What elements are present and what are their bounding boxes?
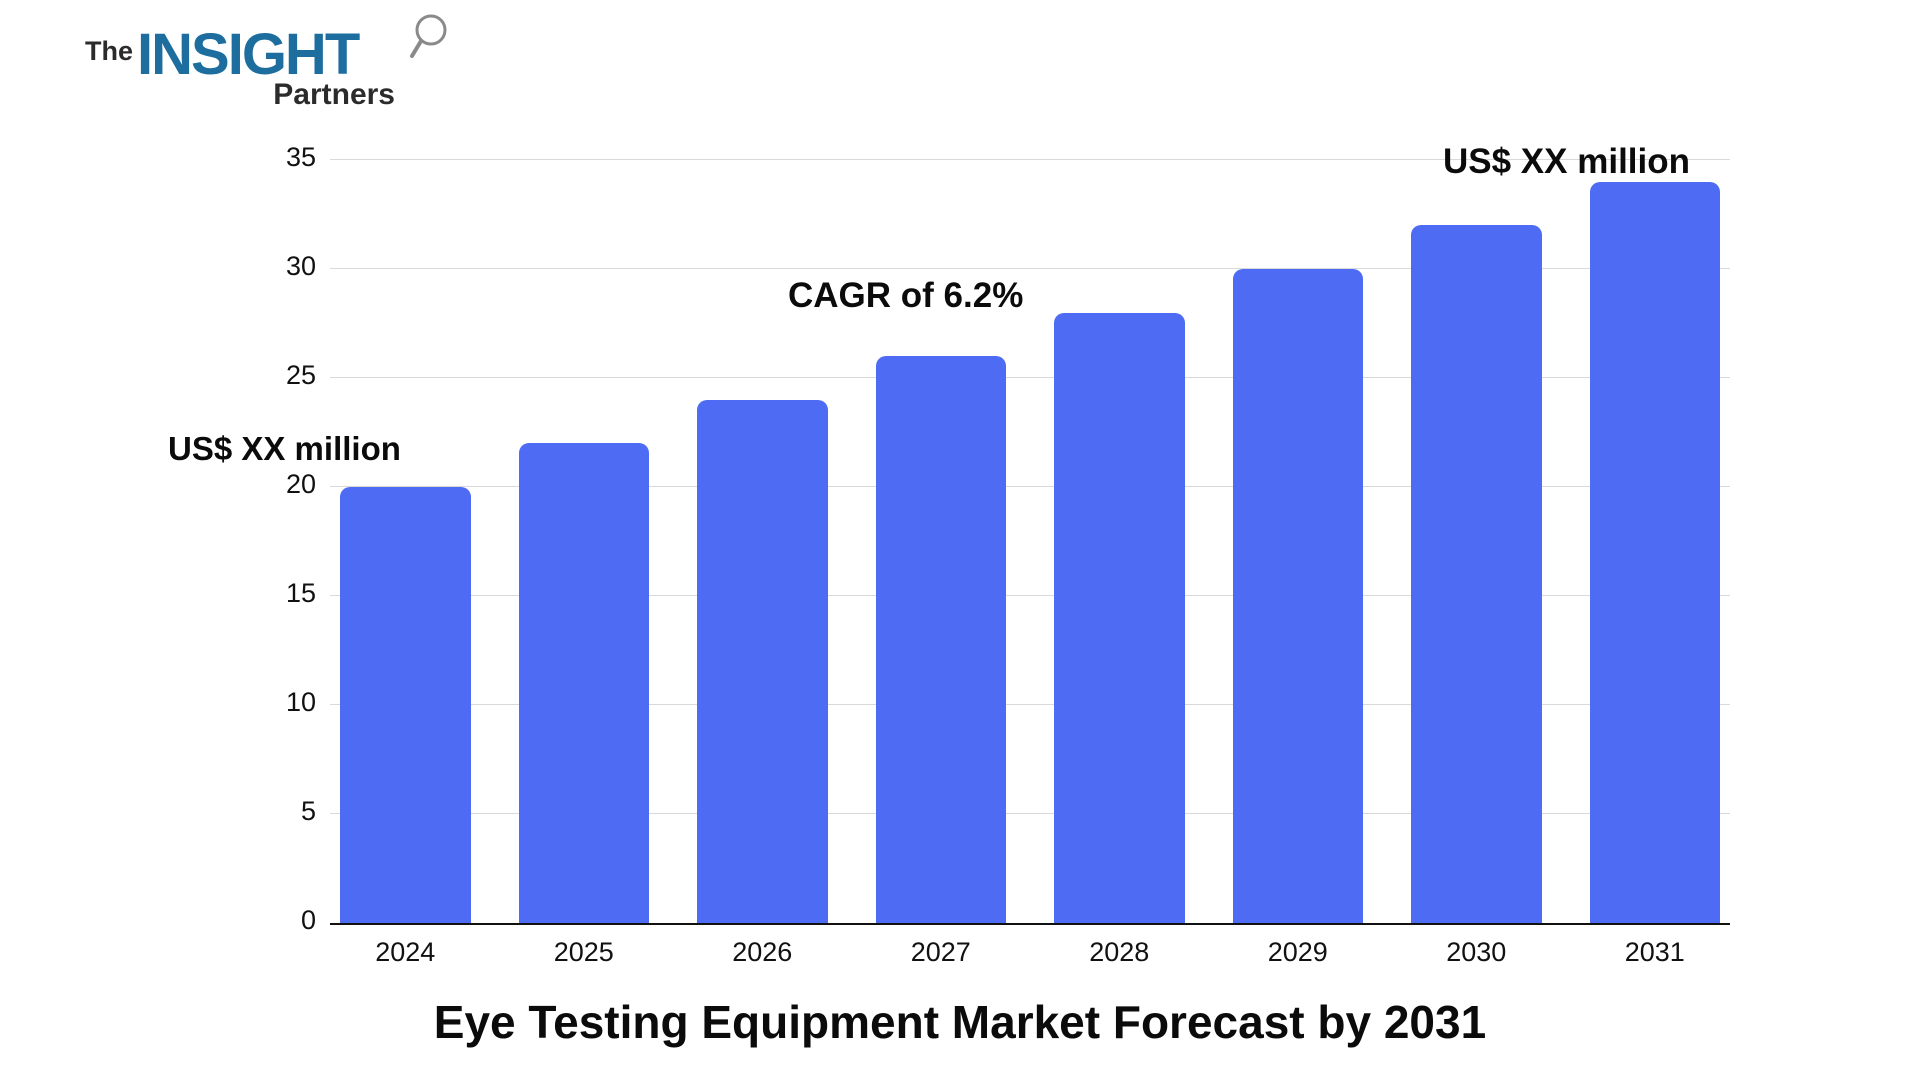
y-tick-5: 5 [300,796,316,827]
bar-2029 [1232,269,1363,923]
y-tick-35: 35 [285,142,316,172]
bar-chart: 0 5 10 15 20 25 30 35 [286,142,1730,935]
bars-container [330,160,1730,923]
y-tick-20: 20 [285,469,316,500]
logo-partners-text: Partners [273,78,395,111]
y-tick-0: 0 [300,905,316,935]
x-label-2026: 2026 [732,937,793,967]
x-label-2027: 2027 [910,937,971,967]
logo-insight-text: INSIGHT [137,22,360,87]
gridline-35 [330,159,1730,160]
x-label-2025: 2025 [553,937,614,967]
annotation-cagr: CAGR of 6.2% [788,276,1024,315]
bar-2025 [518,443,649,923]
gridline-15 [330,595,1730,596]
bar-2024 [340,487,471,923]
magnifier-icon [405,12,451,69]
y-tick-10: 10 [285,687,316,718]
annotation-2024-value: US$ XX million [168,430,401,467]
logo: The INSIGHT Partners [85,14,447,112]
x-label-2030: 2030 [1446,937,1507,967]
x-label-2028: 2028 [1089,937,1150,967]
x-axis-labels: 2024 2025 2026 2027 2028 2029 2030 2031 [330,937,1730,968]
bar-2031 [1589,181,1720,923]
chart-title: Eye Testing Equipment Market Forecast by… [433,996,1487,1048]
gridline-20 [330,486,1730,487]
gridline-25 [330,377,1730,378]
y-tick-30: 30 [285,251,316,281]
x-label-2029: 2029 [1267,937,1328,967]
bar-2027 [875,356,1006,923]
gridline-5 [330,813,1730,814]
bar-2028 [1054,312,1185,923]
y-tick-25: 25 [285,360,316,390]
annotation-2031-value: US$ XX million [1443,142,1690,181]
logo-the-text: The [85,36,134,66]
gridline-10 [330,704,1730,705]
x-label-2031: 2031 [1624,937,1685,967]
bar-2026 [697,399,828,923]
x-label-2024: 2024 [375,937,436,967]
gridline-30 [330,268,1730,269]
bar-2030 [1411,225,1542,923]
logo-top-row: The INSIGHT [85,14,447,87]
y-tick-15: 15 [285,578,316,608]
